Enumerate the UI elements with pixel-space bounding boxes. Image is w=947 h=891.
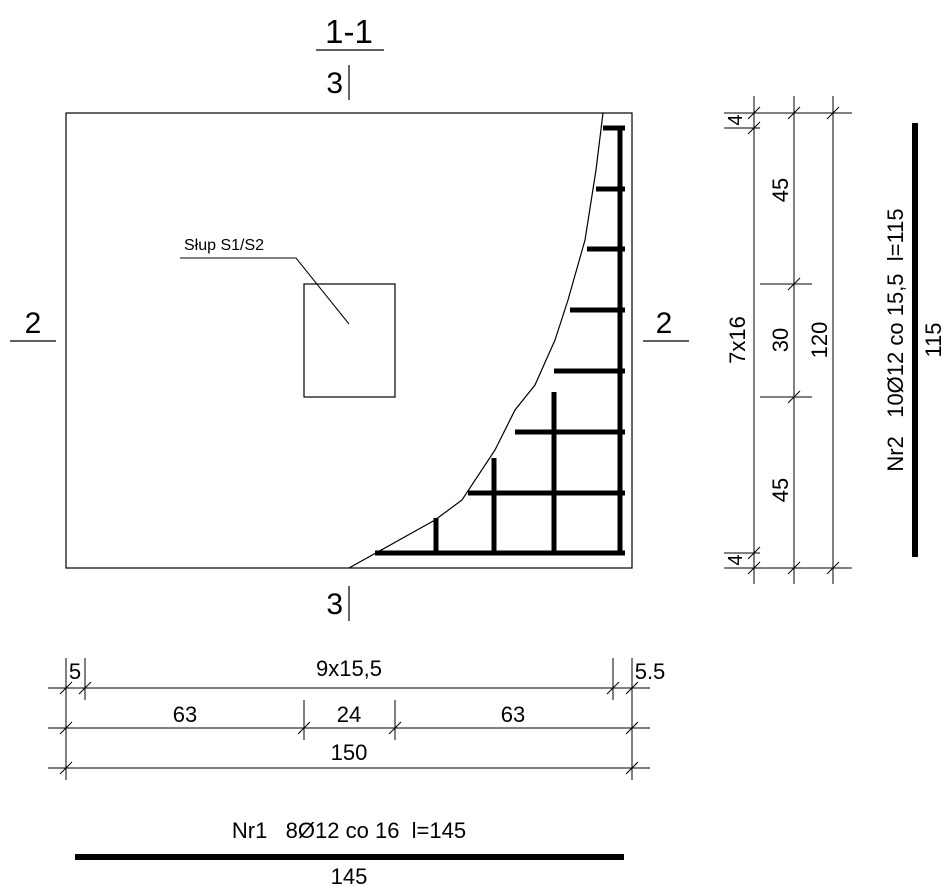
bar-nr2-length: 115 [921,322,946,357]
dim-tick [388,721,402,735]
dim-tick [787,561,801,575]
dim-tick [625,721,639,735]
right-dimensions: 4 45 30 45 4 7x16 120 [724,96,852,584]
section-marker-top: 3 [326,67,343,100]
dim-text-seg-left: 63 [173,702,197,727]
dim-tick [59,721,73,735]
dim-tick [297,721,311,735]
dim-tick [787,106,801,120]
dim-tick [747,561,761,575]
dim-tick [59,761,73,775]
bar-nr1-label: Nr1 8Ø12 co 16 l=145 [232,818,466,843]
dim-text-bottom-spacing: 9x15,5 [316,656,382,681]
section-marker-bottom: 3 [326,588,343,621]
dim-text-seg-mid: 24 [337,702,361,727]
dim-tick [625,761,639,775]
dim-tick [606,681,620,695]
dim-text-total-height: 120 [807,322,832,359]
dim-tick [747,106,761,120]
dim-tick [826,561,840,575]
dim-text-seg-mid: 30 [768,328,793,352]
dim-tick [787,390,801,404]
column-label: Słup S1/S2 [184,237,264,254]
dim-text-seg-top: 45 [768,178,793,202]
dim-tick [625,681,639,695]
dim-tick [826,106,840,120]
bar-nr1-length: 145 [331,864,368,889]
section-marker-left: 2 [25,307,42,340]
dim-text-total-width: 150 [331,740,368,765]
dim-text-edge-bot: 4 [725,554,747,565]
dim-tick [78,681,92,695]
dim-text-right-spacing: 7x16 [725,316,750,364]
dim-tick [787,277,801,291]
dim-text-edge-right: 5.5 [635,659,666,684]
footing-outline [65,112,633,569]
dim-tick [747,121,761,135]
column-leader-line [180,257,350,325]
section-title: 1-1 [325,13,373,50]
dim-text-edge-left: 5 [69,659,81,684]
cutaway-break-line [348,112,604,569]
section-marker-right: 2 [656,307,673,340]
dim-text-seg-bot: 45 [768,478,793,502]
dim-tick [59,681,73,695]
dim-tick [747,546,761,560]
bar-nr2-label: Nr2 10Ø12 co 15,5 l=115 [883,208,908,471]
dim-text-seg-right: 63 [501,702,525,727]
dim-text-edge-top: 4 [725,114,747,125]
reinforcement-grid [375,125,625,556]
column-outline [303,283,396,398]
bottom-dimensions: 5 9x15,5 5.5 63 24 63 150 [48,656,665,780]
